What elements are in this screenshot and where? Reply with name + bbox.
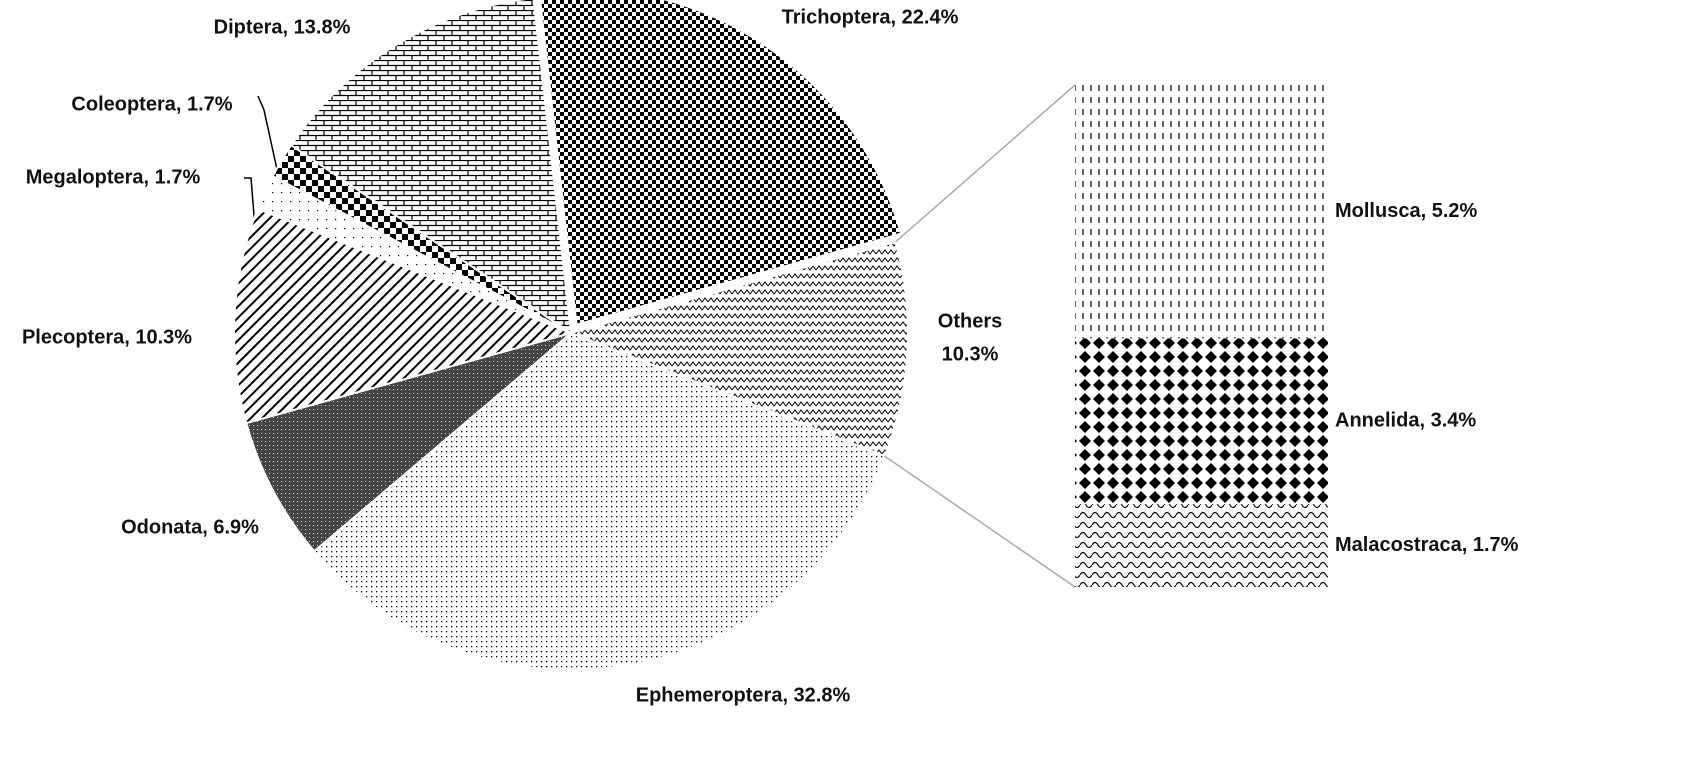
bar-segment — [1075, 338, 1328, 505]
slice-label: Ephemeroptera, 32.8% — [636, 684, 851, 706]
leader-line — [244, 177, 256, 229]
pie-slice — [245, 332, 572, 553]
bar-label: Annelida, 3.4% — [1335, 410, 1476, 432]
slice-label: Diptera, 13.8% — [214, 16, 351, 38]
pie-slice — [567, 240, 909, 458]
bar-segment — [1075, 504, 1328, 587]
slice-label: 10.3% — [942, 343, 999, 365]
slice-label: Megaloptera, 1.7% — [26, 166, 201, 188]
pie-slice — [312, 331, 886, 671]
bar-label: Mollusca, 5.2% — [1335, 200, 1477, 222]
leader-lines — [244, 95, 279, 229]
bar-segment — [1075, 85, 1328, 339]
leader-line — [257, 95, 279, 175]
connector-line — [884, 455, 1076, 588]
slice-label: Trichoptera, 22.4% — [782, 6, 959, 28]
slice-label: Odonata, 6.9% — [121, 516, 259, 538]
pie-slice — [539, 0, 903, 326]
bar-label: Malacostraca, 1.7% — [1335, 534, 1519, 556]
slice-label: Others — [938, 310, 1002, 332]
slice-label: Plecoptera, 10.3% — [22, 326, 192, 348]
slice-label: Coleoptera, 1.7% — [71, 93, 232, 115]
pie-slice — [233, 207, 575, 425]
pie-slice — [289, 0, 573, 336]
connector-line — [894, 84, 1076, 243]
